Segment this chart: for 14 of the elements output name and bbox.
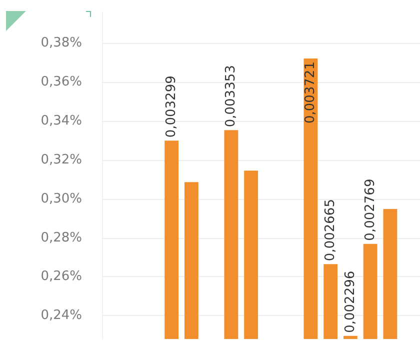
data-label: 0,003721 bbox=[303, 62, 318, 124]
data-label: 0,003299 bbox=[164, 76, 180, 138]
y-tick-label: 0,36% bbox=[40, 74, 82, 90]
y-tick-label: 0,34% bbox=[40, 114, 82, 128]
data-label: 0,002296 bbox=[342, 270, 358, 333]
data-label: 0,003353 bbox=[224, 65, 239, 128]
y-tick-label: 0,38% bbox=[40, 36, 82, 51]
y-tick-label: 0,32% bbox=[40, 152, 82, 168]
y-tick-label: 0,24% bbox=[40, 308, 82, 324]
data-label: 0,002665 bbox=[323, 199, 338, 262]
data-label: 0,002769 bbox=[362, 178, 378, 241]
y-tick-label: 0,30% bbox=[40, 191, 82, 206]
y-tick-label: 0,26% bbox=[40, 269, 82, 284]
y-tick-label: 0,28% bbox=[40, 230, 82, 246]
